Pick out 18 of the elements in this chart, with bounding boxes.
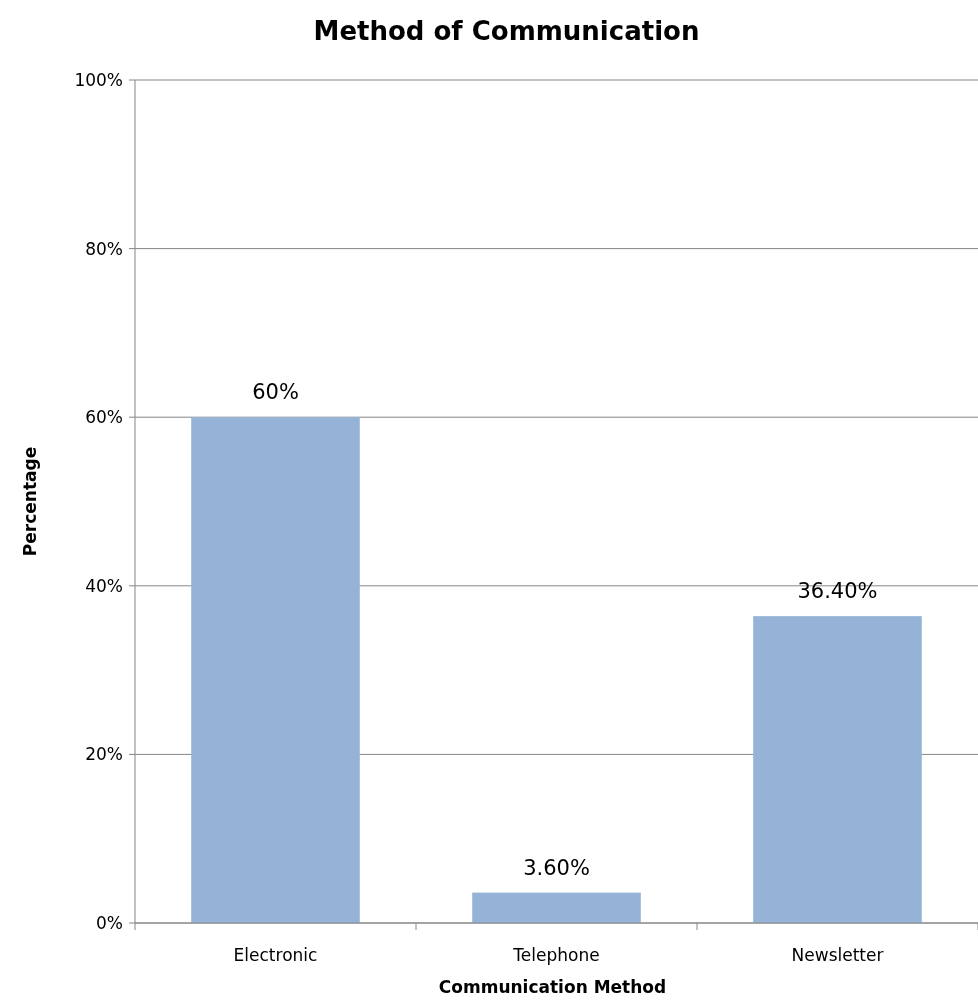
bar bbox=[191, 417, 360, 923]
x-tick-label: Newsletter bbox=[791, 945, 884, 965]
bar bbox=[472, 892, 641, 923]
y-tick-label: 100% bbox=[74, 69, 123, 90]
data-label: 3.60% bbox=[523, 855, 590, 880]
y-axis-title: Percentage bbox=[20, 446, 40, 557]
bar bbox=[753, 616, 922, 923]
y-tick-label: 0% bbox=[96, 912, 123, 933]
x-tick-label: Telephone bbox=[512, 945, 600, 965]
y-tick-label: 20% bbox=[85, 744, 123, 765]
x-tick-label: Electronic bbox=[233, 945, 318, 965]
y-tick-label: 40% bbox=[85, 575, 123, 596]
data-label: 36.40% bbox=[797, 579, 878, 604]
data-label: 60% bbox=[252, 380, 299, 405]
chart-title: Method of Communication bbox=[313, 16, 700, 46]
y-tick-label: 60% bbox=[85, 407, 123, 428]
x-axis-title: Communication Method bbox=[438, 977, 667, 997]
y-tick-label: 80% bbox=[85, 238, 123, 259]
